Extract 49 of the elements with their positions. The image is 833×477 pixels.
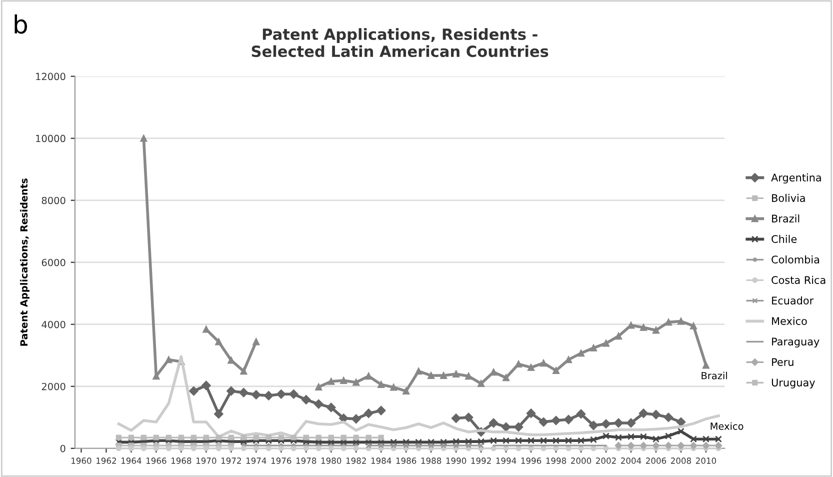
x-tick-label: 1982 bbox=[346, 458, 366, 464]
y-tick-label: 0 bbox=[60, 444, 66, 452]
legend-label: Argentina bbox=[771, 173, 821, 184]
annotation: Mexico bbox=[710, 422, 744, 430]
legend-label: Brazil bbox=[772, 214, 800, 222]
x-tick-label: 1990 bbox=[446, 458, 466, 464]
y-tick-label: 4000 bbox=[42, 320, 66, 328]
x-tick-label: 1962 bbox=[96, 458, 116, 464]
x-tick-label: 1986 bbox=[396, 458, 416, 464]
legend-label: Paraguay bbox=[772, 338, 820, 348]
x-tick-label: 1978 bbox=[296, 458, 316, 464]
x-tick-label: 1994 bbox=[496, 458, 516, 464]
legend-label: Ecuador bbox=[772, 296, 814, 304]
annotation: Brazil bbox=[702, 372, 727, 380]
x-tick-label: 1998 bbox=[546, 458, 566, 464]
x-tick-label: 1980 bbox=[321, 458, 342, 464]
x-tick-label: 2008 bbox=[670, 458, 692, 464]
x-tick-label: 1970 bbox=[196, 458, 216, 464]
y-tick-label: 12000 bbox=[36, 72, 66, 80]
x-tick-label: 1992 bbox=[471, 458, 491, 464]
x-tick-label: 1984 bbox=[371, 458, 392, 464]
x-tick-label: 1972 bbox=[221, 458, 241, 464]
chart-title: Patent Applications, Residents - Selected Latin American Countries bbox=[252, 28, 548, 58]
y-tick-label: 10000 bbox=[36, 134, 66, 142]
x-tick-label: 1988 bbox=[421, 458, 442, 464]
legend-label: Colombia bbox=[772, 255, 820, 264]
x-tick-label: 2010 bbox=[696, 458, 716, 464]
y-axis-title: Patent Applications, Residents bbox=[20, 178, 30, 346]
x-tick-label: 2000 bbox=[571, 458, 592, 464]
y-tick-label: 2000 bbox=[42, 382, 66, 390]
y-tick-label: 8000 bbox=[42, 196, 66, 204]
legend-label: Costa Rica bbox=[772, 276, 826, 284]
x-tick-label: 1964 bbox=[122, 458, 142, 464]
legend-label: Peru bbox=[772, 358, 794, 366]
legend-label: Uruguay bbox=[772, 378, 815, 388]
legend-label: Chile bbox=[772, 234, 797, 243]
x-tick-label: 1974 bbox=[246, 458, 266, 464]
x-tick-label: 1996 bbox=[521, 458, 542, 464]
text: b bbox=[14, 14, 27, 34]
x-tick-label: 2004 bbox=[621, 458, 642, 464]
y-tick-label: 6000 bbox=[42, 258, 66, 266]
x-tick-label: 2006 bbox=[646, 458, 666, 464]
legend-label: Bolivia bbox=[772, 194, 805, 202]
x-tick-label: 1960 bbox=[72, 458, 92, 464]
x-tick-label: 2002 bbox=[596, 458, 616, 464]
x-tick-label: 1966 bbox=[146, 458, 166, 464]
x-tick-label: 1968 bbox=[171, 458, 192, 464]
x-tick-label: 1976 bbox=[271, 458, 292, 464]
legend-label: Mexico bbox=[772, 316, 807, 325]
